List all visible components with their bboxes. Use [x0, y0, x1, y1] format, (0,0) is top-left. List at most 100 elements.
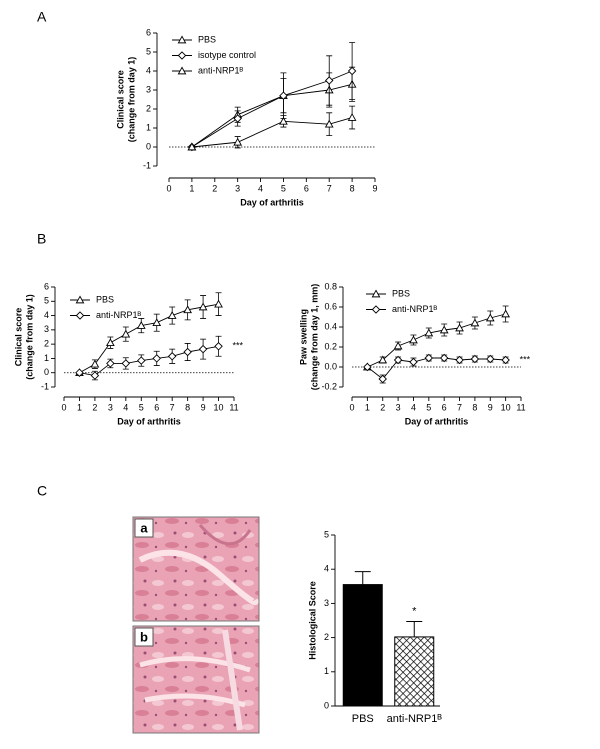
panel-label: B — [37, 231, 46, 247]
image-label: b — [140, 629, 148, 644]
x-tick-label: 9 — [372, 183, 377, 193]
data-point — [439, 325, 449, 334]
data-point — [214, 299, 223, 308]
x-axis-title: Day of arthritis — [405, 416, 469, 426]
data-point — [409, 335, 418, 344]
data-point — [393, 355, 403, 365]
data-point — [501, 355, 510, 365]
significance-label: * — [412, 605, 417, 617]
y-tick-label: 0.4 — [324, 321, 337, 331]
data-point — [233, 114, 242, 123]
y-tick-label: 1 — [44, 353, 49, 363]
y-tick-label: 1 — [146, 122, 151, 132]
y-tick-label: 4 — [146, 65, 151, 75]
x-tick-label: 5 — [281, 183, 286, 193]
y-tick-label: 0.8 — [324, 281, 337, 291]
legend-marker — [371, 305, 381, 314]
data-point — [75, 368, 84, 377]
y-tick-label: 2 — [146, 103, 151, 113]
data-point — [187, 142, 197, 151]
y-tick-label: 0 — [324, 700, 329, 710]
data-point — [424, 328, 434, 337]
series-line — [79, 303, 219, 374]
legend-marker — [177, 35, 187, 44]
data-point — [105, 338, 115, 347]
y-tick-label: 0 — [44, 367, 49, 377]
y-tick-label: 1 — [324, 666, 329, 676]
data-point — [324, 76, 334, 85]
y-tick-label: 4 — [324, 564, 329, 574]
data-point — [121, 329, 131, 338]
x-tick-label: 3 — [108, 402, 113, 412]
x-tick-label: 6 — [304, 183, 309, 193]
data-point — [167, 311, 177, 319]
data-point — [424, 353, 434, 363]
legend-marker — [177, 51, 187, 60]
legend-label: anti-NRP1ᴮ — [96, 310, 142, 320]
y-tick-label: 3 — [324, 598, 329, 608]
y-tick-label: 0 — [146, 141, 151, 151]
data-point — [183, 305, 193, 314]
x-tick-label: 2 — [380, 402, 385, 412]
y-tick-label: 2 — [44, 339, 49, 349]
data-point — [90, 371, 100, 380]
x-tick-label: 7 — [170, 402, 175, 412]
data-point — [486, 354, 495, 364]
legend-marker — [75, 311, 85, 320]
y-tick-label: -1 — [143, 160, 151, 170]
y-tick-label: 6 — [44, 281, 49, 291]
legend-label: isotype control — [198, 50, 256, 60]
legend-label: anti-NRP1ᴮ — [392, 304, 438, 314]
x-tick-label: 2 — [92, 402, 97, 412]
y-tick-label: 4 — [44, 310, 49, 320]
data-point — [347, 66, 357, 76]
data-point — [470, 318, 480, 327]
data-point — [455, 355, 464, 365]
panel-label: A — [37, 9, 47, 25]
x-tick-label: 10 — [501, 402, 511, 412]
x-tick-label: 1 — [77, 402, 82, 412]
x-tick-label: 5 — [426, 402, 431, 412]
legend-label: PBS — [96, 294, 114, 304]
y-tick-label: 0.2 — [324, 341, 337, 351]
x-tick-label: 9 — [201, 402, 206, 412]
series-line — [191, 83, 353, 148]
data-point — [136, 321, 146, 329]
data-point — [324, 119, 334, 128]
data-point — [393, 341, 403, 350]
data-point — [214, 342, 223, 351]
y-tick-label: 5 — [324, 529, 329, 539]
x-tick-label: 9 — [488, 402, 493, 412]
data-point — [378, 374, 387, 384]
x-tick-label: 4 — [258, 183, 263, 193]
y-axis-title: Histological Score — [307, 581, 317, 660]
y-axis-title: (change from day 1) — [24, 294, 34, 380]
x-tick-label: 4 — [123, 402, 128, 412]
data-point — [183, 347, 192, 357]
y-axis-title: Clinical score — [115, 70, 125, 129]
legend-label: anti-NRP1ᴮ — [198, 65, 244, 75]
x-tick-label: 11 — [516, 402, 525, 412]
series-line — [367, 357, 506, 380]
series-line — [79, 345, 219, 377]
data-point — [455, 323, 464, 332]
data-point — [470, 354, 480, 364]
data-point — [106, 359, 115, 368]
y-tick-label: -0.2 — [321, 381, 337, 391]
data-point — [501, 309, 511, 318]
data-point — [198, 344, 208, 354]
y-tick-label: 0.6 — [324, 301, 337, 311]
x-tick-label: 0 — [61, 402, 66, 412]
data-point — [279, 91, 288, 100]
y-axis-title: (change from day 1, mm) — [309, 284, 319, 391]
data-point — [439, 353, 449, 363]
x-tick-label: 8 — [185, 402, 190, 412]
data-point — [152, 318, 162, 327]
data-point — [198, 302, 208, 311]
legend-marker — [177, 66, 187, 75]
significance-label: *** — [520, 354, 531, 364]
significance-label: *** — [233, 341, 244, 351]
x-tick-label: 1 — [365, 402, 370, 412]
data-point — [378, 355, 388, 364]
legend-label: PBS — [392, 288, 410, 298]
